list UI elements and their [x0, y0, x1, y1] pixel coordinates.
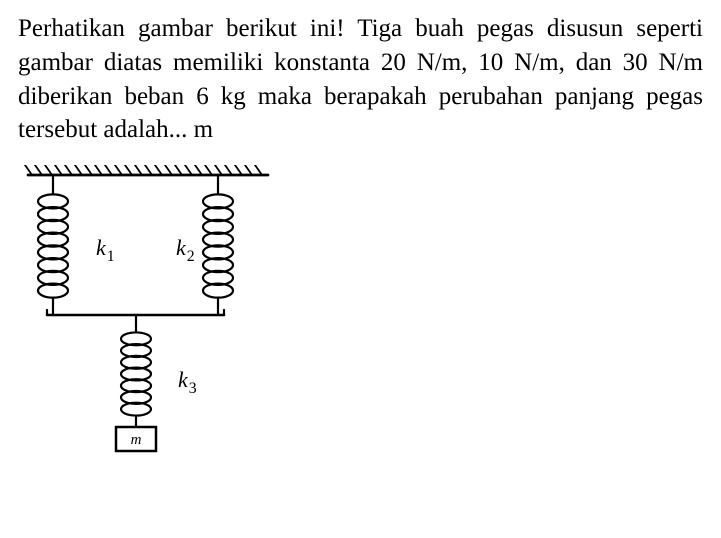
label-k3: k3 — [178, 367, 197, 397]
spring-system-diagram: k1 k2 k3 m — [18, 165, 298, 465]
label-k2: k2 — [176, 235, 195, 265]
label-k1: k1 — [96, 235, 115, 265]
diagram-svg: k1 k2 k3 m — [18, 165, 298, 465]
spring-k3 — [121, 325, 151, 423]
problem-text: Perhatikan gambar berikut ini! Tiga buah… — [18, 12, 703, 147]
mass-label: m — [131, 432, 142, 448]
spring-k2 — [203, 187, 233, 305]
spring-k1 — [38, 187, 68, 305]
